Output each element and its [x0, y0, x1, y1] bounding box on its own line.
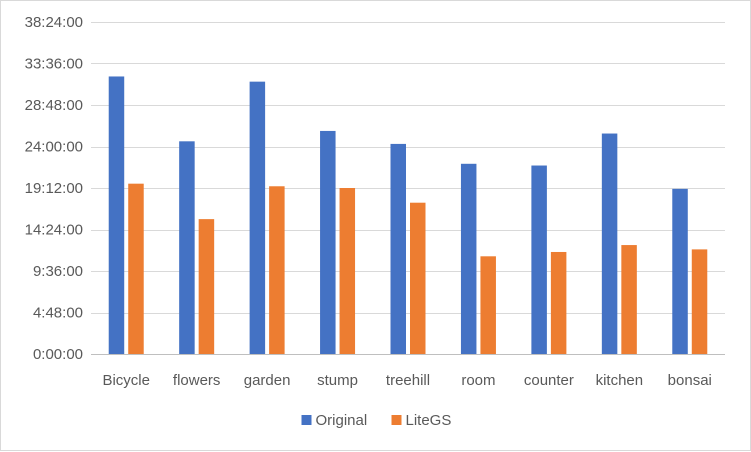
y-tick-label: 38:24:00: [25, 14, 83, 31]
y-tick-label: 0:00:00: [33, 346, 83, 363]
legend-label: LiteGS: [406, 412, 452, 429]
bar-original-kitchen: [601, 133, 618, 354]
x-tick-label: room: [461, 372, 495, 389]
bar-original-treehill: [390, 143, 406, 354]
x-tick-label: flowers: [173, 372, 221, 389]
y-tick-label: 4:48:00: [33, 305, 83, 322]
x-tick-label: stump: [317, 372, 358, 389]
bar-original-garden: [249, 81, 266, 354]
bar-original-bonsai: [672, 188, 688, 354]
x-tick-label: kitchen: [596, 372, 644, 389]
bar-litegs-treehill: [410, 202, 426, 354]
bar-original-counter: [531, 165, 547, 354]
bar-litegs-bonsai: [691, 249, 708, 354]
bar-litegs-counter: [550, 251, 567, 354]
bar-original-flowers: [179, 141, 195, 354]
bar-original-stump: [320, 130, 336, 354]
bar-litegs-garden: [269, 186, 285, 354]
legend-swatch: [301, 415, 312, 425]
bar-litegs-stump: [339, 188, 356, 354]
bar-original-bicycle: [108, 76, 125, 354]
y-tick-label: 28:48:00: [25, 97, 83, 114]
y-axis-tick-labels: 0:00:00 4:48:00 9:36:00 14:24:00 19:12:00 24:…: [25, 14, 83, 363]
y-tick-label: 33:36:00: [25, 56, 83, 73]
y-tick-label: 24:00:00: [25, 139, 83, 156]
bar-original-room: [460, 163, 477, 354]
legend-item-litegs: LiteGS: [391, 412, 452, 429]
bar-litegs-bicycle: [128, 183, 144, 354]
x-tick-label: counter: [524, 372, 574, 389]
gridlines: [91, 22, 725, 355]
legend-label: Original: [316, 412, 368, 429]
y-tick-label: 14:24:00: [25, 222, 83, 239]
y-tick-label: 19:12:00: [25, 180, 83, 197]
x-axis-tick-labels: Bicycle flowers garden stump treehill room cou…: [102, 372, 711, 389]
x-tick-label: treehill: [386, 372, 430, 389]
legend: Original LiteGS: [301, 412, 452, 429]
y-tick-label: 9:36:00: [33, 263, 83, 280]
legend-swatch: [391, 415, 402, 425]
bars: [108, 76, 708, 354]
x-tick-label: garden: [244, 372, 291, 389]
x-tick-label: Bicycle: [102, 372, 150, 389]
bar-litegs-flowers: [198, 219, 215, 354]
x-tick-label: bonsai: [668, 372, 712, 389]
bar-litegs-kitchen: [621, 245, 637, 354]
legend-item-original: Original: [301, 412, 368, 429]
bar-litegs-room: [480, 256, 496, 354]
